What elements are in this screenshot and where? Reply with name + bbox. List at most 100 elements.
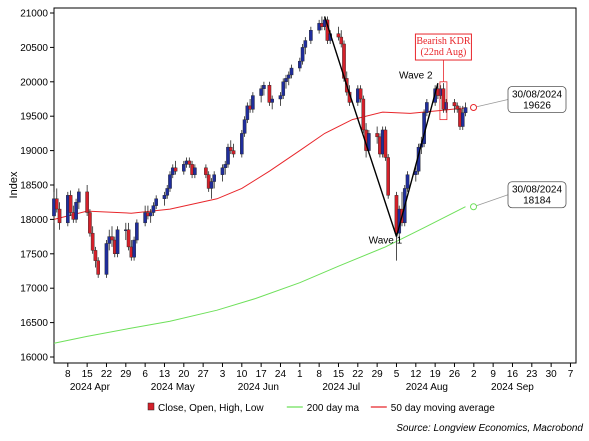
x-month-label: 2024 May — [151, 382, 195, 393]
legend-swatch-candle — [147, 402, 155, 411]
candle-body — [187, 160, 192, 165]
candle-body — [339, 36, 344, 45]
candle-body — [358, 88, 363, 100]
candle-body — [168, 174, 172, 189]
y-tick-label: 20500 — [20, 43, 48, 54]
candle-body — [74, 201, 78, 220]
wave-label: Wave 2 — [399, 70, 433, 81]
candle-body — [375, 133, 379, 138]
plot-border — [53, 7, 577, 364]
candle-body — [278, 95, 283, 100]
candle-body — [132, 239, 136, 258]
ma50-line-group — [53, 107, 466, 220]
x-tick-label: 5 — [394, 369, 400, 380]
candle-body — [148, 212, 153, 217]
y-tick-label: 18000 — [20, 215, 48, 226]
callout-label: 30/08/2024 — [512, 185, 562, 196]
kdr-label: Bearish KDR — [416, 36, 470, 47]
kdr-box — [414, 33, 472, 61]
candle-body — [126, 229, 131, 248]
series-line — [53, 206, 466, 344]
callout-label: 18184 — [523, 196, 551, 207]
candle-body — [245, 105, 250, 120]
wave-line — [324, 16, 348, 86]
x-tick-label: 20 — [178, 369, 190, 380]
wave-lines-group — [324, 16, 439, 237]
callout-marker — [470, 203, 478, 211]
candle-body — [88, 212, 92, 234]
x-tick-label: 22 — [101, 369, 113, 380]
x-tick-label: 10 — [236, 369, 248, 380]
candle-body — [220, 167, 225, 175]
candle-body — [444, 102, 448, 110]
x-tick-label: 16 — [507, 369, 519, 380]
candle-body — [68, 195, 73, 213]
candle-body — [182, 164, 186, 172]
x-tick-label: 12 — [410, 369, 422, 380]
x-tick-label: 8 — [65, 369, 71, 380]
candle-body — [262, 85, 266, 89]
candle-body — [85, 191, 89, 213]
wave-label: Wave 1 — [369, 235, 403, 246]
candle-body — [452, 102, 457, 107]
y-tick-label: 18500 — [20, 181, 48, 192]
candle-body — [284, 78, 288, 83]
x-month-label: 2024 Jun — [238, 382, 279, 393]
y-tick-label: 19500 — [20, 112, 48, 123]
y-tick-label: 17500 — [20, 249, 48, 260]
x-tick-label: 6 — [142, 369, 148, 380]
x-tick-label: 19 — [430, 369, 442, 380]
candle-body — [223, 164, 228, 169]
candle-body — [405, 174, 410, 189]
x-tick-label: 9 — [490, 369, 496, 380]
candle-body — [204, 167, 208, 175]
candle-body — [441, 88, 446, 110]
candle-body — [336, 33, 341, 38]
candle-body — [460, 112, 465, 127]
candle-body — [173, 167, 178, 172]
candle-body — [143, 212, 147, 224]
callout-box — [507, 86, 567, 113]
legend: Close, Open, High, Low 200 day ma 50 day m… — [147, 402, 495, 414]
x-tick-label: 23 — [526, 369, 538, 380]
candle-body — [104, 243, 109, 275]
x-tick-label: 1 — [297, 369, 303, 380]
candle-body — [463, 107, 468, 113]
y-tick-label: 21000 — [20, 9, 48, 20]
candle-body — [226, 146, 230, 165]
candle-body — [77, 191, 81, 203]
y-tick-label: 19000 — [20, 146, 48, 157]
plot-area — [52, 7, 577, 364]
x-tick-label: 30 — [546, 369, 558, 380]
wave-line — [395, 82, 439, 237]
y-tick-label: 16500 — [20, 318, 48, 329]
candle-body — [135, 222, 139, 241]
x-month-label: 2024 Jul — [322, 382, 360, 393]
candle-body — [165, 188, 170, 196]
candle-body — [209, 181, 214, 189]
x-axis: 8 15 22 29 6 13 20 27 3 10 17 24 1 8 15 22 29 5 12 19 26 2 9 16… — [65, 363, 574, 393]
x-tick-label: 24 — [275, 369, 287, 380]
legend-label: 50 day moving average — [391, 403, 495, 414]
y-tick-label: 16000 — [20, 353, 48, 364]
x-tick-label: 17 — [256, 369, 268, 380]
candle-body — [251, 95, 255, 110]
wave-line — [346, 85, 398, 237]
candle-body — [162, 195, 167, 199]
candle-body — [228, 146, 233, 151]
candle-body — [386, 157, 390, 196]
candle-body — [361, 98, 366, 131]
candle-body — [193, 167, 197, 175]
kdr-label: (22nd Aug) — [421, 47, 467, 58]
x-tick-label: 26 — [449, 369, 461, 380]
candle-body — [231, 150, 236, 155]
candle-body — [303, 40, 308, 48]
candle-body — [455, 105, 460, 110]
annotations-group: Wave 1 Wave 2 Bearish KDR(22nd Aug) — [369, 33, 472, 246]
callout-label: 19626 — [523, 101, 551, 112]
callout-marker — [470, 104, 478, 112]
candle-body — [212, 174, 216, 182]
kdr-highlight — [439, 81, 448, 121]
